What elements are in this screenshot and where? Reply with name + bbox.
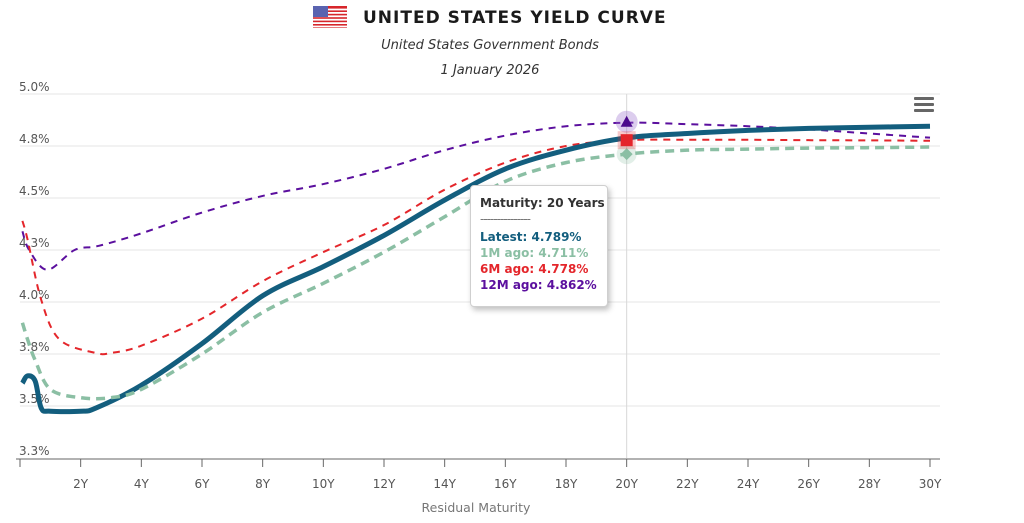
x-tick-label: 18Y — [555, 477, 578, 491]
hamburger-menu-icon — [914, 97, 934, 100]
x-tick-label: 28Y — [858, 477, 881, 491]
hamburger-line — [914, 109, 934, 112]
series-line-6m-ago — [21, 138, 931, 356]
tooltip: Maturity: 20 Years --------------- Lates… — [470, 185, 608, 307]
y-tick-label: 4.8% — [19, 132, 50, 146]
x-tick-label: 10Y — [312, 477, 335, 491]
x-tick-label: 12Y — [373, 477, 396, 491]
marker-6m-ago — [620, 134, 633, 147]
y-tick-label: 4.0% — [19, 288, 50, 302]
y-axis-ticks: 3.3%3.5%3.8%4.0%4.3%4.5%4.8%5.0% — [19, 80, 50, 458]
us-flag-icon — [313, 6, 347, 28]
marker-1m-ago — [620, 148, 633, 161]
chart-menu-button[interactable] — [914, 97, 934, 113]
x-tick-label: 26Y — [797, 477, 820, 491]
chart-date: 1 January 2026 — [440, 63, 540, 78]
tooltip-separator: --------------- — [480, 212, 531, 226]
marker-12m-ago — [620, 115, 633, 127]
x-axis: 2Y 4Y 6Y 8Y 10Y 12Y 14Y 16Y 18Y 20Y 22Y 24Y 26Y 28Y 30… — [16, 458, 942, 491]
series-line-12m-ago — [21, 121, 931, 271]
chart-subtitle: United States Government Bonds — [381, 38, 599, 53]
tooltip-latest: Latest: 4.789% — [480, 230, 582, 244]
hover-markers — [615, 110, 638, 165]
x-axis-label: Residual Maturity — [422, 500, 532, 515]
x-tick-label: 30Y — [919, 477, 942, 491]
x-tick-label: 8Y — [255, 477, 271, 491]
series-line-1m-ago — [20, 145, 931, 401]
chart-header: UNITED STATES YIELD CURVE United States … — [0, 0, 1024, 85]
tooltip-title: Maturity: 20 Years — [480, 196, 605, 210]
x-tick-label: 4Y — [134, 477, 150, 491]
y-tick-label: 3.8% — [19, 340, 50, 354]
y-tick-label: 4.5% — [19, 184, 50, 198]
x-tick-label: 14Y — [433, 477, 456, 491]
tooltip-6m-ago: 6M ago: 4.778% — [480, 262, 589, 276]
x-tick-label: 24Y — [737, 477, 760, 491]
series-line-latest — [20, 123, 931, 415]
hamburger-line — [914, 103, 934, 106]
x-tick-label: 2Y — [73, 477, 89, 491]
tooltip-1m-ago: 1M ago: 4.711% — [480, 246, 589, 260]
series-lines — [20, 121, 931, 415]
tooltip-12m-ago: 12M ago: 4.862% — [480, 278, 597, 292]
y-tick-label: 3.3% — [19, 444, 50, 458]
x-tick-label: 20Y — [615, 477, 638, 491]
x-tick-label: 6Y — [195, 477, 211, 491]
chart-title: UNITED STATES YIELD CURVE — [363, 8, 667, 28]
y-tick-label: 5.0% — [19, 80, 50, 94]
x-tick-label: 16Y — [494, 477, 517, 491]
y-tick-label: 3.5% — [19, 392, 50, 406]
x-tick-label: 22Y — [676, 477, 699, 491]
